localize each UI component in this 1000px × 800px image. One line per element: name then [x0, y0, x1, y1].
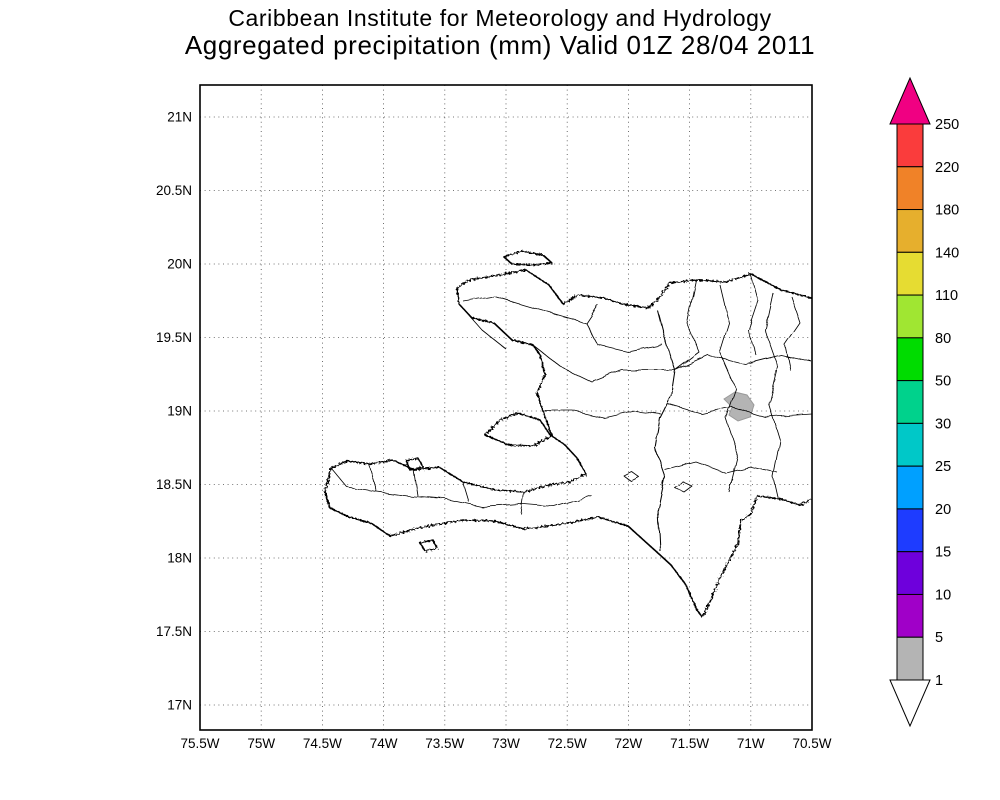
- colorbar-segment: [897, 594, 923, 637]
- colorbar-segment: [897, 124, 923, 167]
- coastlines: [325, 251, 812, 617]
- island-tortuga: [504, 251, 552, 265]
- colorbar-segment: [897, 466, 923, 509]
- lat-tick-label: 20.5N: [156, 183, 192, 198]
- lake-azuei: [624, 472, 639, 481]
- lon-tick-label: 73.5W: [425, 736, 464, 751]
- colorbar-segment: [897, 552, 923, 595]
- lon-tick-label: 75.5W: [180, 736, 219, 751]
- colorbar-segment: [897, 509, 923, 552]
- lat-tick-label: 17.5N: [156, 624, 192, 639]
- colorbar-arrow-top: [890, 78, 930, 124]
- colorbar-level-label: 25: [935, 459, 951, 475]
- colorbar-level-label: 15: [935, 545, 951, 561]
- colorbar-level-label: 180: [935, 203, 959, 219]
- colorbar-segment: [897, 295, 923, 338]
- haiti-dr-border: [655, 311, 675, 551]
- lon-tick-label: 72W: [615, 736, 643, 751]
- dr-province-boundaries: [665, 274, 812, 499]
- lon-tick-label: 74.5W: [303, 736, 342, 751]
- colorbar-arrow-bottom: [890, 680, 930, 726]
- colorbar-segment: [897, 423, 923, 466]
- lat-tick-label: 19N: [167, 404, 192, 419]
- colorbar-level-label: 220: [935, 160, 959, 176]
- colorbar-level-label: 80: [935, 331, 951, 347]
- lat-tick-label: 20N: [167, 257, 192, 272]
- colorbar-level-label: 20: [935, 502, 951, 518]
- colorbar-level-label: 50: [935, 374, 951, 390]
- product-title: Aggregated precipitation (mm) Valid 01Z …: [0, 30, 1000, 61]
- colorbar-segment: [897, 338, 923, 381]
- precipitation-map-figure: 75.5W 75W 74.5W 74W 73.5W 73W 72.5W 72W 71.5W 71W…: [0, 0, 1000, 800]
- colorbar-segment: [897, 210, 923, 253]
- lat-tick-label: 18N: [167, 551, 192, 566]
- lat-tick-label: 21N: [167, 110, 192, 125]
- colorbar-level-label: 250: [935, 117, 959, 133]
- lon-tick-label: 71W: [737, 736, 765, 751]
- lon-tick-label: 70.5W: [792, 736, 831, 751]
- lat-tick-label: 17N: [167, 698, 192, 713]
- haiti-watershed-boundaries: [331, 296, 675, 514]
- lon-tick-label: 73W: [492, 736, 520, 751]
- colorbar-level-label: 140: [935, 245, 959, 261]
- colorbar-segment: [897, 252, 923, 295]
- colorbar: 250 220 180 140 110 80 50 30 25 20 15 10 5 1: [890, 78, 959, 726]
- colorbar-level-label: 110: [935, 288, 958, 304]
- lon-tick-label: 72.5W: [548, 736, 587, 751]
- lon-tick-label: 71.5W: [670, 736, 709, 751]
- coastline-hispaniola: [325, 270, 812, 617]
- lat-tick-label: 19.5N: [156, 330, 192, 345]
- colorbar-level-label: 1: [935, 673, 943, 689]
- colorbar-segment: [897, 637, 923, 680]
- lat-tick-label: 18.5N: [156, 477, 192, 492]
- island-cayemites: [406, 458, 423, 470]
- island-ile-a-vache: [420, 540, 437, 551]
- precipitation-map-page: Caribbean Institute for Meteorology and …: [0, 0, 1000, 800]
- lon-tick-label: 74W: [370, 736, 398, 751]
- island-gonave: [485, 413, 551, 446]
- graticule: [200, 85, 812, 730]
- institute-title: Caribbean Institute for Meteorology and …: [0, 5, 1000, 32]
- colorbar-level-label: 5: [935, 630, 943, 646]
- colorbar-segment: [897, 381, 923, 424]
- precip-shaded-area-1-5mm: [724, 392, 754, 421]
- colorbar-segment: [897, 167, 923, 210]
- colorbar-level-label: 30: [935, 416, 951, 432]
- colorbar-level-label: 10: [935, 587, 951, 603]
- lon-tick-label: 75W: [247, 736, 275, 751]
